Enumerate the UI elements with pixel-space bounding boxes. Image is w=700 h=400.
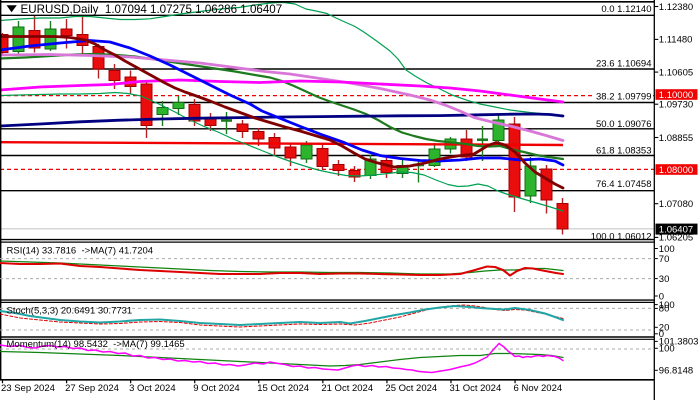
svg-text:50.0 1.09076: 50.0 1.09076 [596,119,651,130]
svg-text:0: 0 [659,329,664,340]
svg-text:1.11480: 1.11480 [659,35,693,46]
svg-text:30: 30 [659,274,670,285]
svg-text:6 Nov 2024: 6 Nov 2024 [514,383,563,394]
svg-text:1.06407: 1.06407 [659,225,693,236]
svg-text:1.12380: 1.12380 [659,2,693,13]
svg-text:101.3803: 101.3803 [659,337,699,348]
svg-text:61.8 1.08353: 61.8 1.08353 [596,145,651,156]
svg-text:1.07080: 1.07080 [659,199,693,210]
svg-text:20: 20 [659,323,670,334]
svg-text:76.4 1.07458: 76.4 1.07458 [596,179,651,190]
svg-text:RSI(14) 33.7816 ->MA(7) 41.72: RSI(14) 33.7816 ->MA(7) 41.7204 [7,245,154,256]
svg-text:100.0 1.06012: 100.0 1.06012 [591,232,652,243]
svg-text:1.09730: 1.09730 [659,100,693,111]
svg-text:1.06205: 1.06205 [659,233,693,244]
svg-text:25 Oct 2024: 25 Oct 2024 [385,383,437,394]
svg-text:38.2 1.09799: 38.2 1.09799 [596,91,651,102]
svg-text:100: 100 [659,244,675,255]
svg-text:100: 100 [659,300,675,311]
svg-text:0.0 1.12140: 0.0 1.12140 [601,4,651,15]
svg-text:1.08000: 1.08000 [659,165,693,176]
svg-text:0: 0 [659,291,664,302]
svg-text:23.6 1.10694: 23.6 1.10694 [596,58,651,69]
svg-text:31 Oct 2024: 31 Oct 2024 [449,383,501,394]
svg-text:EURUSD,Daily 1.07094 1.07275: EURUSD,Daily 1.07094 1.07275 1.06286 1.0… [21,3,283,16]
svg-text:Momentum(14) 98.5432 ->MA(7): Momentum(14) 98.5432 ->MA(7) 99.1465 [7,339,185,350]
svg-text:15 Oct 2024: 15 Oct 2024 [257,383,309,394]
svg-text:96.8148: 96.8148 [659,366,693,377]
svg-text:80: 80 [659,304,670,315]
svg-text:23 Sep 2024: 23 Sep 2024 [1,383,55,394]
svg-text:21 Oct 2024: 21 Oct 2024 [321,383,373,394]
svg-text:27 Sep 2024: 27 Sep 2024 [65,383,119,394]
svg-text:9 Oct 2024: 9 Oct 2024 [193,383,239,394]
svg-text:1.10605: 1.10605 [659,67,693,78]
svg-text:1.10000: 1.10000 [659,90,693,101]
svg-text:1.08855: 1.08855 [659,133,693,144]
svg-text:100: 100 [659,344,675,355]
svg-text:3 Oct 2024: 3 Oct 2024 [129,383,175,394]
svg-text:70: 70 [659,254,670,265]
svg-text:Stoch(5,3,3) 20.6491 30.7731: Stoch(5,3,3) 20.6491 30.7731 [7,305,133,316]
